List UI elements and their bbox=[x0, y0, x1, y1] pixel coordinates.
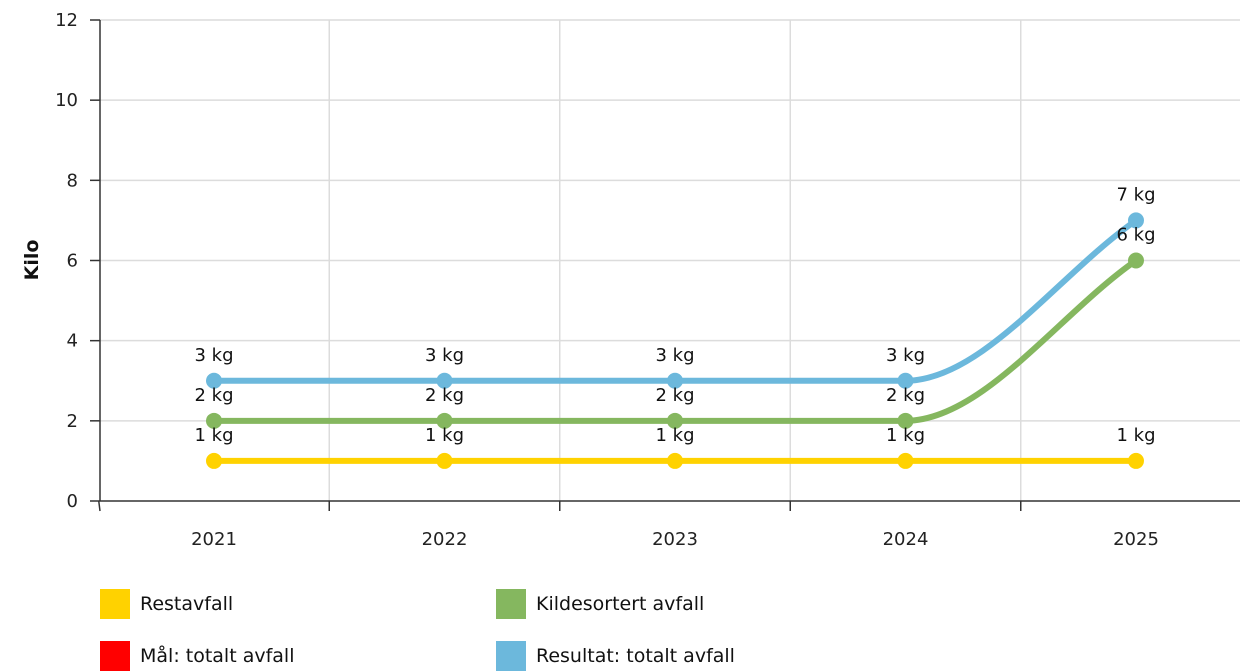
data-label: 1 kg bbox=[886, 425, 925, 446]
x-tick-label: 2023 bbox=[652, 529, 698, 550]
chart-series bbox=[206, 212, 1144, 469]
data-point bbox=[897, 372, 914, 389]
x-tick bbox=[98, 500, 101, 512]
data-label: 1 kg bbox=[425, 425, 464, 446]
data-label: 1 kg bbox=[1116, 425, 1155, 446]
data-label: 3 kg bbox=[655, 345, 694, 366]
data-point bbox=[667, 372, 683, 389]
data-label: 7 kg bbox=[1116, 184, 1155, 205]
legend-swatch bbox=[100, 641, 130, 671]
x-tick-label: 2021 bbox=[191, 529, 237, 550]
y-tick-label: 8 bbox=[67, 170, 78, 191]
data-point bbox=[436, 412, 453, 429]
legend-swatch bbox=[496, 589, 526, 619]
x-tick-label: 2024 bbox=[883, 529, 929, 550]
y-axis-title: Kilo bbox=[21, 240, 43, 281]
data-point bbox=[897, 412, 914, 429]
data-point bbox=[897, 452, 914, 469]
legend-item-resultat-totalt-avfall[interactable]: Resultat: totalt avfall bbox=[496, 640, 735, 672]
data-point bbox=[206, 372, 222, 389]
data-label: 3 kg bbox=[194, 345, 233, 366]
y-tick-label: 0 bbox=[67, 491, 78, 512]
legend-label: Mål: totalt avfall bbox=[140, 645, 295, 667]
y-tick-label: 4 bbox=[67, 331, 78, 352]
x-tick-label: 2022 bbox=[422, 529, 468, 550]
data-point bbox=[1128, 212, 1144, 229]
data-point bbox=[667, 412, 683, 429]
chart-axes: 0 2 4 6 8 10 12 2021 2022 2023 2024 2025 bbox=[55, 10, 1240, 550]
data-label: 2 kg bbox=[655, 385, 694, 406]
data-point bbox=[1128, 452, 1144, 469]
x-tick-label: 2025 bbox=[1113, 529, 1159, 550]
legend-label: Restavfall bbox=[140, 593, 234, 615]
legend-item-kildesortert-avfall[interactable]: Kildesortert avfall bbox=[496, 588, 704, 620]
data-label: 6 kg bbox=[1116, 225, 1155, 246]
data-point bbox=[206, 412, 222, 429]
data-point bbox=[436, 452, 453, 469]
data-point bbox=[206, 452, 222, 469]
data-label: 2 kg bbox=[886, 385, 925, 406]
data-label: 1 kg bbox=[655, 425, 694, 446]
chart-grid bbox=[100, 19, 1240, 501]
y-tick-label: 10 bbox=[55, 90, 78, 111]
legend-swatch bbox=[496, 641, 526, 671]
chart-data-labels: 1 kg 1 kg 1 kg 1 kg 1 kg 2 kg 2 kg 2 kg 2 kg 6 kg… bbox=[194, 184, 1155, 446]
data-label: 2 kg bbox=[194, 385, 233, 406]
legend-item-restavfall[interactable]: Restavfall bbox=[100, 588, 233, 620]
y-tick-label: 12 bbox=[55, 10, 78, 31]
data-label: 1 kg bbox=[194, 425, 233, 446]
legend-label: Resultat: totalt avfall bbox=[536, 645, 735, 667]
data-label: 3 kg bbox=[425, 345, 464, 366]
y-tick-label: 2 bbox=[67, 411, 78, 432]
legend-item-mal-totalt-avfall[interactable]: Mål: totalt avfall bbox=[100, 640, 294, 672]
data-point bbox=[667, 452, 683, 469]
legend-swatch bbox=[100, 589, 130, 619]
legend-label: Kildesortert avfall bbox=[536, 593, 705, 615]
chart-legend: Restavfall Kildesortert avfall Mål: tota… bbox=[100, 588, 1000, 672]
data-point bbox=[436, 372, 453, 389]
y-tick-label: 6 bbox=[67, 251, 78, 272]
data-label: 2 kg bbox=[425, 385, 464, 406]
data-label: 3 kg bbox=[886, 345, 925, 366]
data-point bbox=[1128, 252, 1144, 269]
